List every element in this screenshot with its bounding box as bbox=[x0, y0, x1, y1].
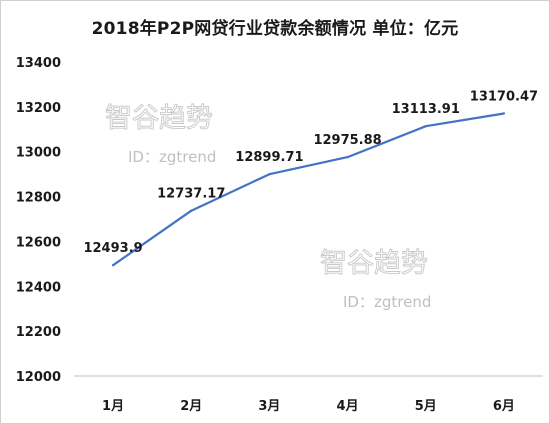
data-point bbox=[268, 173, 271, 176]
y-axis-ticks: 12000 12200 12400 12600 12800 13000 13200 13400 bbox=[16, 56, 61, 385]
data-point bbox=[111, 264, 115, 267]
data-point bbox=[424, 124, 427, 128]
data-label: 12899.71 bbox=[235, 150, 303, 165]
watermark-brand-bottom: 智谷趋势 bbox=[320, 248, 428, 279]
x-tick-label: 4月 bbox=[337, 399, 359, 414]
data-label: 13113.91 bbox=[392, 102, 460, 117]
y-tick-label: 12200 bbox=[16, 325, 61, 340]
data-label: 12975.88 bbox=[313, 133, 381, 148]
data-point bbox=[346, 155, 349, 159]
x-tick-label: 3月 bbox=[258, 399, 280, 414]
y-tick-label: 13200 bbox=[16, 101, 61, 116]
watermark-brand-top: 智谷趋势 bbox=[105, 103, 213, 134]
data-point bbox=[190, 209, 193, 212]
data-label: 13170.47 bbox=[470, 89, 538, 104]
data-label: 12493.9 bbox=[83, 241, 142, 256]
x-tick-label: 5月 bbox=[415, 399, 437, 414]
x-axis-ticks: 1月 2月 3月 4月 5月 6月 bbox=[102, 399, 515, 414]
x-tick-label: 2月 bbox=[180, 399, 202, 414]
series-group bbox=[111, 112, 506, 267]
y-tick-label: 12000 bbox=[16, 370, 61, 385]
watermark-group: 智谷趋势 ID：zgtrend 智谷趋势 ID：zgtrend bbox=[105, 103, 432, 311]
data-label: 12737.17 bbox=[157, 187, 225, 202]
watermark-id-top: ID：zgtrend bbox=[128, 148, 216, 166]
series-line bbox=[112, 112, 505, 267]
y-tick-label: 12600 bbox=[16, 235, 61, 250]
y-tick-label: 13400 bbox=[16, 56, 61, 71]
watermark-id-bottom: ID：zgtrend bbox=[343, 293, 431, 311]
chart-title: 2018年P2P网贷行业贷款余额情况 单位：亿元 bbox=[91, 19, 459, 39]
x-tick-label: 6月 bbox=[493, 399, 515, 414]
y-tick-label: 13000 bbox=[16, 146, 61, 161]
data-point bbox=[502, 112, 506, 115]
data-labels: 12493.9 12737.17 12899.71 12975.88 13113.91 1… bbox=[83, 89, 538, 256]
y-tick-label: 12800 bbox=[16, 191, 61, 206]
x-tick-label: 1月 bbox=[102, 399, 124, 414]
y-tick-label: 12400 bbox=[16, 280, 61, 295]
